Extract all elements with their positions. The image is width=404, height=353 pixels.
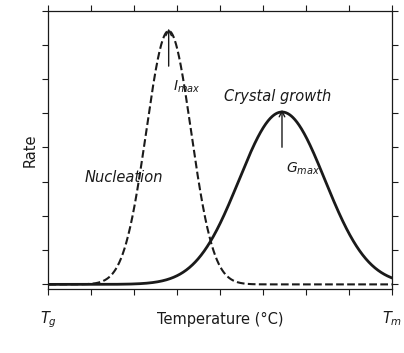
Text: Crystal growth: Crystal growth [223, 89, 331, 104]
Text: $G_{max}$: $G_{max}$ [286, 160, 320, 176]
Text: $I_{max}$: $I_{max}$ [173, 79, 200, 95]
Text: Nucleation: Nucleation [84, 170, 163, 185]
Text: $T_m$: $T_m$ [382, 309, 402, 328]
Text: $T_g$: $T_g$ [40, 309, 57, 330]
X-axis label: Temperature (°C): Temperature (°C) [157, 312, 284, 327]
Y-axis label: Rate: Rate [22, 133, 37, 167]
